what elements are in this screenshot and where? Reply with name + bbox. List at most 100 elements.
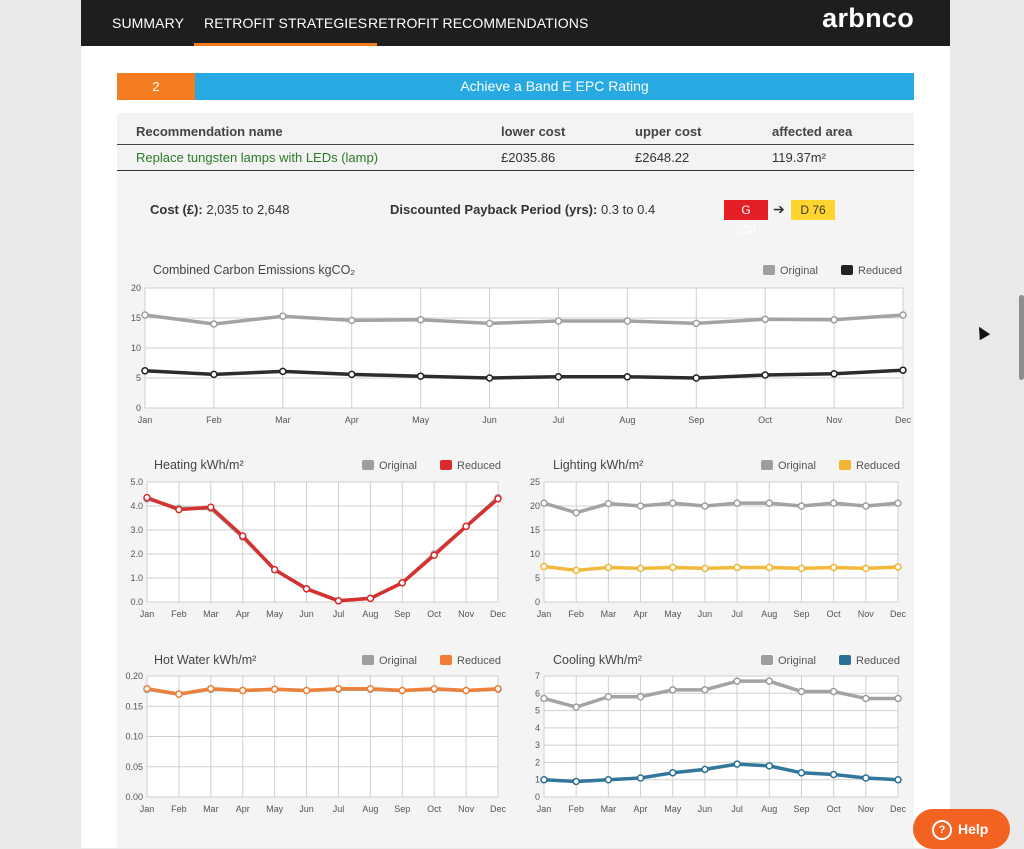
cooling-x-tick-label: Feb	[568, 804, 584, 814]
carbon-data-point	[416, 372, 425, 380]
carbon-y-tick-label: 5	[136, 373, 141, 383]
heating-legend-label: Reduced	[457, 460, 501, 472]
lower-cost-value: £2035.86	[501, 150, 556, 165]
cost-summary: Cost (£): 2,035 to 2,648	[150, 202, 289, 217]
tab-retrofit-strategies[interactable]: RETROFIT STRATEGIES	[193, 0, 378, 46]
carbon-data-point	[830, 316, 838, 324]
hotwater-x-tick-label: Jul	[333, 804, 345, 814]
carbon-y-tick-label: 0	[136, 403, 141, 413]
cooling-data-point	[894, 775, 902, 784]
cooling-data-point	[701, 765, 709, 774]
header-upper-cost: upper cost	[635, 124, 702, 139]
hotwater-x-tick-label: Sep	[394, 804, 410, 814]
lighting-data-point	[862, 564, 870, 573]
heating-x-tick-label: Oct	[427, 609, 442, 619]
lighting-y-tick-label: 15	[530, 525, 540, 535]
lighting-data-point	[572, 508, 580, 517]
strategy-banner: 2 Achieve a Band E EPC Rating	[117, 73, 914, 100]
help-label: Help	[958, 821, 989, 837]
heating-x-tick-label: Sep	[394, 609, 410, 619]
carbon-x-tick-label: Sep	[688, 415, 704, 425]
lighting-data-point	[765, 499, 774, 507]
cooling-data-point	[636, 692, 645, 701]
heating-x-tick-label: May	[266, 609, 284, 619]
recommendation-name-link[interactable]: Replace tungsten lamps with LEDs (lamp)	[136, 150, 379, 165]
carbon-x-tick-label: Jul	[553, 415, 565, 425]
lighting-x-tick-label: Nov	[858, 609, 875, 619]
cooling-data-point	[765, 762, 774, 770]
heating-x-tick-label: Jun	[299, 609, 314, 619]
recommendations-table: Recommendation name lower cost upper cos…	[117, 113, 914, 171]
tab-retrofit-recommendations[interactable]: RETROFIT RECOMMENDATIONS	[368, 15, 589, 31]
carbon-legend-swatch	[841, 265, 853, 275]
lighting-data-point	[797, 502, 806, 510]
hotwater-data-point	[302, 686, 311, 695]
heating-legend-swatch	[440, 460, 452, 470]
heating-data-point	[175, 505, 183, 514]
carbon-data-point	[554, 373, 563, 381]
hotwater-data-point	[207, 684, 215, 693]
carbon-x-tick-label: Nov	[826, 415, 843, 425]
hotwater-data-point	[143, 684, 151, 693]
cooling-x-tick-label: Jun	[698, 804, 713, 814]
cooling-series-line	[543, 762, 899, 784]
arbnco-logo[interactable]: arbnco	[822, 3, 914, 33]
carbon-data-point	[623, 317, 632, 325]
cooling-data-point	[829, 770, 838, 779]
heating-x-tick-label: Apr	[236, 609, 250, 619]
heating-y-tick-label: 1.0	[130, 573, 143, 583]
lighting-data-point	[894, 563, 902, 571]
help-button[interactable]: ? Help	[913, 809, 1010, 849]
hotwater-y-tick-label: 0.05	[125, 762, 143, 772]
cooling-legend-swatch	[761, 655, 773, 665]
cooling-data-point	[733, 760, 741, 768]
lighting-data-point	[540, 499, 548, 507]
hotwater-x-tick-label: Apr	[236, 804, 250, 814]
carbon-y-tick-label: 15	[131, 313, 141, 323]
heating-x-tick-label: Jul	[333, 609, 345, 619]
page-scrollbar[interactable]	[1019, 295, 1024, 380]
heating-data-point	[207, 503, 215, 511]
cooling-data-point	[894, 694, 902, 703]
lighting-x-tick-label: Mar	[601, 609, 617, 619]
heating-data-point	[334, 597, 343, 605]
cooling-data-point	[733, 677, 741, 685]
cooling-data-point	[797, 769, 806, 777]
heating-data-point	[143, 493, 151, 502]
carbon-data-point	[830, 370, 838, 378]
lighting-x-tick-label: Sep	[793, 609, 809, 619]
tab-summary[interactable]: SUMMARY	[112, 15, 185, 31]
lighting-data-point	[733, 563, 741, 572]
lighting-series-line	[543, 501, 899, 515]
affected-area-value: 119.37m²	[772, 150, 826, 165]
lighting-legend-swatch	[839, 460, 851, 470]
lighting-data-point	[829, 563, 838, 572]
arrow-right-icon: ➔	[773, 201, 785, 217]
hotwater-y-tick-label: 0.10	[125, 732, 143, 742]
lighting-chart-title: Lighting kWh/m²	[553, 458, 643, 472]
carbon-x-tick-label: Mar	[275, 415, 291, 425]
carbon-x-tick-label: Dec	[895, 415, 912, 425]
hotwater-data-point	[398, 686, 407, 695]
carbon-x-tick-label: Feb	[206, 415, 222, 425]
hotwater-y-tick-label: 0.00	[125, 792, 143, 802]
hotwater-data-point	[494, 684, 502, 693]
heating-legend-label: Original	[379, 460, 417, 472]
carbon-x-tick-label: May	[412, 415, 430, 425]
cooling-x-tick-label: Aug	[761, 804, 777, 814]
carbon-data-point	[210, 370, 218, 379]
carbon-data-point	[485, 374, 494, 382]
carbon-data-point	[761, 371, 769, 379]
lighting-x-tick-label: Jul	[731, 609, 743, 619]
carbon-data-point	[141, 367, 149, 375]
cooling-y-tick-label: 7	[535, 671, 540, 681]
hotwater-data-point	[334, 684, 343, 693]
lighting-data-point	[862, 502, 870, 510]
heating-plot-area	[147, 482, 498, 602]
heating-x-tick-label: Mar	[203, 609, 219, 619]
header-divider	[117, 144, 914, 145]
table-bottom-divider	[117, 170, 914, 171]
cooling-data-point	[540, 775, 548, 784]
hotwater-data-point	[270, 685, 279, 694]
